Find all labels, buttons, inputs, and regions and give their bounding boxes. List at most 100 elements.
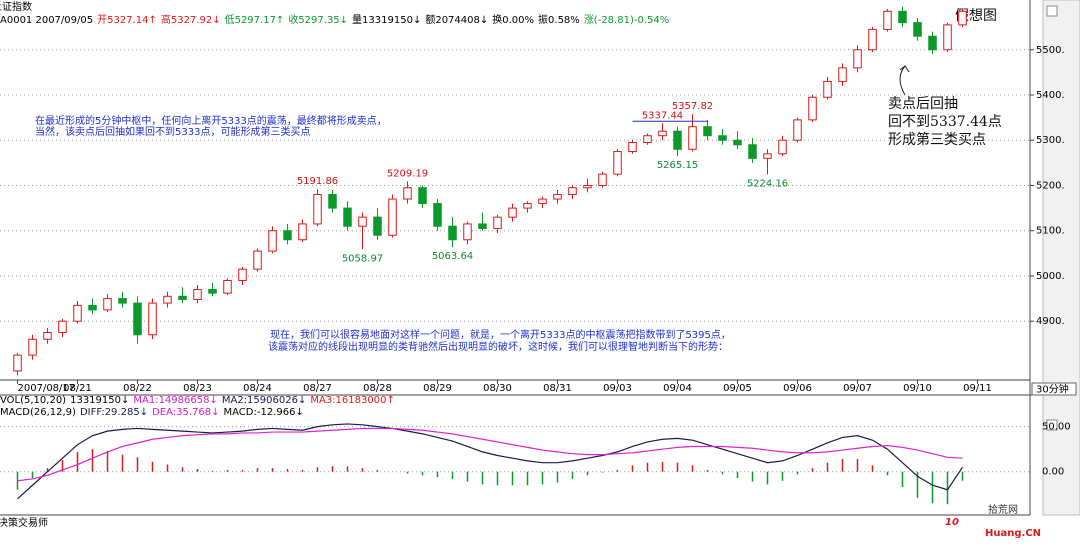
candle-body: [358, 216, 367, 227]
info-field: 低5297.17↑: [225, 13, 285, 26]
side-button[interactable]: [1046, 5, 1058, 17]
candle-body: [178, 295, 187, 300]
annotation: 回不到5337.44点: [888, 114, 1002, 130]
candle-body: [823, 80, 832, 98]
candle-body: [373, 216, 382, 236]
x-tick-label: 08/21: [63, 383, 92, 394]
info-field: DEA:35.768↓: [152, 407, 219, 418]
y-tick-label: 5200.: [1036, 180, 1065, 191]
note: 当然，该卖点后回抽如果回不到5333点，可能形成第三类买点: [35, 125, 310, 138]
price-label: 5209.19: [387, 168, 428, 179]
candle-body: [568, 187, 577, 196]
period[interactable]: 30分钟: [1036, 383, 1069, 396]
x-tick-label: 09/03: [603, 383, 632, 394]
macd-line: [17, 427, 963, 482]
candle-body: [163, 295, 172, 304]
candle-body: [478, 223, 487, 229]
candle-body: [103, 298, 112, 311]
candle-body: [583, 184, 592, 189]
price-label: 5058.97: [342, 253, 383, 264]
candle-body: [673, 130, 682, 150]
x-tick-label: 09/05: [723, 383, 752, 394]
candle-body: [388, 198, 397, 236]
info-field: 开5327.14↑: [97, 15, 157, 26]
volume-info: VOL(5,10,20) 13319150↓ MA1:14986658↓ MA2:15…: [0, 395, 395, 406]
candle-body: [73, 304, 82, 322]
candle-body: [928, 35, 937, 51]
note: 现在，我们可以很容易地面对这样一个问题，就是，一个离开5333点的中枢震荡把指数…: [270, 328, 731, 341]
candle-body: [913, 22, 922, 37]
info-field: MA2:15906026↓: [222, 395, 306, 406]
x-tick-label: 09/10: [903, 383, 932, 394]
y-tick-label: 5000.: [1036, 271, 1065, 282]
side-button[interactable]: [1046, 419, 1058, 431]
candle-body: [853, 49, 862, 69]
candle-body: [523, 203, 532, 209]
price-label: 5224.16: [747, 179, 788, 190]
candle-body: [433, 203, 442, 227]
candle-body: [313, 194, 322, 225]
candle-body: [778, 139, 787, 155]
logo: 10: [945, 517, 959, 528]
candle-body: [868, 28, 877, 51]
candle-body: [223, 279, 232, 294]
x-tick-label: 08/23: [183, 383, 212, 394]
candle-body: [133, 302, 142, 336]
price-label: 5337.44: [642, 110, 683, 121]
candle-body: [118, 298, 127, 304]
candle-body: [883, 10, 892, 30]
price-label: 5191.86: [297, 176, 338, 187]
info-field: 振0.58%: [538, 13, 580, 26]
candle-body: [343, 207, 352, 227]
candle-body: [958, 10, 967, 26]
y-tick-label: 5100.: [1036, 226, 1065, 237]
price-label: 5063.64: [432, 251, 473, 262]
y-tick-label: 5400.: [1036, 90, 1065, 101]
candle-body: [238, 268, 247, 281]
x-tick-label: 08/27: [303, 383, 332, 394]
candle-body: [148, 302, 157, 336]
candle-body: [658, 130, 667, 137]
x-tick-label: 08/28: [363, 383, 392, 394]
candle-body: [253, 250, 262, 270]
y-tick-label: 0.00: [1042, 467, 1064, 478]
x-tick-label: 08/31: [543, 383, 572, 394]
candle-body: [418, 187, 427, 205]
info-field: 13319150↓: [70, 395, 129, 406]
candle-body: [298, 223, 307, 241]
info-field: 换0.00%: [492, 13, 534, 26]
candle-body: [88, 304, 97, 311]
x-tick-label: 09/04: [663, 383, 692, 394]
candle-body: [193, 289, 202, 300]
y-tick-label: 4900.: [1036, 316, 1065, 327]
info-field: MACD:-12.966↓: [224, 407, 304, 418]
price-label: 5357.82: [672, 101, 713, 112]
candle-body: [703, 126, 712, 137]
macd-info: MACD(26,12,9) DIFF:29.285↓ DEA:35.768↓ MACD…: [0, 407, 304, 418]
info-field: 额2074408↓: [425, 13, 488, 26]
candle-body: [553, 194, 562, 200]
candle-body: [538, 198, 547, 205]
period-box[interactable]: [1031, 382, 1077, 396]
candle-body: [403, 187, 412, 200]
candle-body: [733, 139, 742, 146]
candle-body: [28, 338, 37, 356]
note: 在最近形成的5分钟中枢中，任何向上离开5333点的震荡，最终都将形成卖点，: [35, 114, 387, 127]
candle-body: [13, 354, 22, 372]
info-field: A0001 2007/09/05: [0, 15, 93, 26]
info-field: MACD(26,12,9): [0, 407, 76, 418]
site-url: Huang.CN: [985, 528, 1041, 539]
candle-body: [718, 135, 727, 141]
candle-body: [643, 135, 652, 143]
info-field: DIFF:29.285↓: [80, 407, 148, 418]
info-field: VOL(5,10,20): [0, 395, 66, 406]
candle-body: [598, 173, 607, 186]
candle-body: [763, 153, 772, 159]
y-tick-label: 5300.: [1036, 135, 1065, 146]
info-field: 高5327.92↓: [161, 13, 221, 26]
annotation: 形成第三类买点: [888, 131, 986, 148]
candle-body: [208, 289, 217, 294]
candle-body: [613, 151, 622, 175]
